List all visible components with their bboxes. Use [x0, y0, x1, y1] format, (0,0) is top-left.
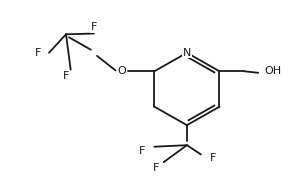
Text: F: F [139, 146, 145, 156]
Text: O: O [117, 66, 126, 76]
Text: F: F [63, 71, 69, 81]
Text: N: N [183, 48, 191, 58]
Text: F: F [91, 22, 97, 32]
Text: OH: OH [264, 66, 282, 76]
Text: F: F [152, 163, 159, 173]
Text: F: F [210, 153, 217, 163]
Text: F: F [35, 48, 41, 58]
